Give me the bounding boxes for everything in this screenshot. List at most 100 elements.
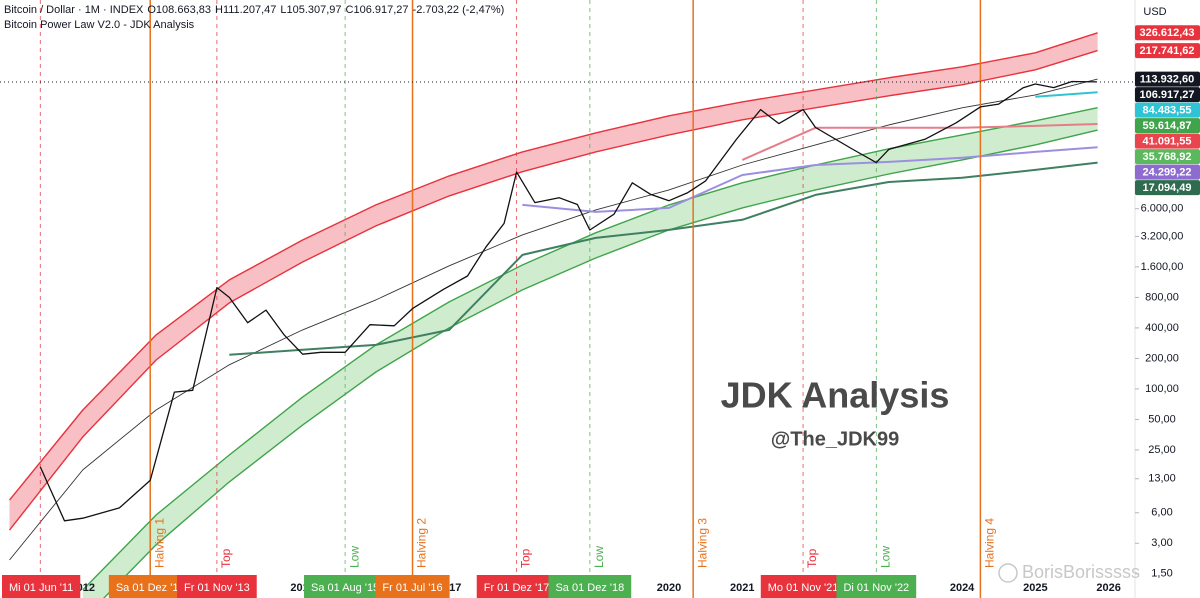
y-tick-label: 1,50 <box>1151 568 1172 580</box>
indicator-line <box>522 146 1098 213</box>
event-date-box <box>836 575 917 598</box>
price-label-box <box>1135 87 1200 103</box>
event-label: Halving 1 <box>152 518 166 568</box>
event-label: Halving 3 <box>695 518 709 568</box>
price-label-box <box>1135 164 1200 180</box>
band-edge <box>8 32 1098 501</box>
event-date-box <box>476 575 557 598</box>
event-date-label: Sa 01 Aug '15 <box>311 582 379 594</box>
plot-area <box>0 0 1135 598</box>
event-date-label: Sa 01 Dez '12 <box>116 582 185 594</box>
y-tick-label: 200,00 <box>1145 352 1179 364</box>
event-date-label: Mi 01 Jun '11 <box>9 582 73 594</box>
annotation-title: JDK Analysis <box>721 375 950 416</box>
price-label-box <box>1135 180 1200 196</box>
y-unit: USD <box>1143 6 1166 18</box>
event-date-tag: Fr 01 Jul '16 <box>375 575 450 598</box>
header-value: C106.917,27 <box>345 4 409 16</box>
event-date-tag: Di 01 Nov '22 <box>836 575 917 598</box>
y-tick-label: 800,00 <box>1145 291 1179 303</box>
y-tick-label: 50,00 <box>1148 413 1176 425</box>
y-tick-label: 100,00 <box>1145 383 1179 395</box>
indicator-title: Bitcoin Power Law V2.0 - JDK Analysis <box>4 19 195 31</box>
price-label-box <box>1135 133 1200 149</box>
event-label: Top <box>219 548 233 568</box>
event-date-label: Mo 01 Nov '21 <box>768 582 839 594</box>
event-date-box <box>760 575 846 598</box>
price-line <box>39 80 1097 522</box>
indicator-line <box>9 78 1098 561</box>
event-date-box <box>548 575 632 598</box>
price-label-box <box>1135 149 1200 165</box>
indicator-line <box>741 123 1098 161</box>
indicator-line <box>1035 91 1098 98</box>
price-label-box <box>1135 118 1200 134</box>
price-label-box <box>1135 25 1200 41</box>
event-label: Top <box>519 548 533 568</box>
band-edge <box>8 49 1098 531</box>
y-tick-label: 13,00 <box>1148 473 1176 485</box>
event-label: Low <box>347 546 361 568</box>
event-label: Low <box>879 546 893 568</box>
y-tick-label: 400,00 <box>1145 322 1179 334</box>
y-tick-label: 1.600,00 <box>1141 261 1184 273</box>
event-label: Top <box>805 548 819 568</box>
price-label: 41.091,55 <box>1143 136 1192 148</box>
event-date-label: Di 01 Nov '22 <box>843 582 909 594</box>
y-tick-label: 3.200,00 <box>1141 230 1184 242</box>
price-label-box <box>1135 43 1200 59</box>
price-label: 84.483,55 <box>1143 105 1192 117</box>
event-date-tag: Fr 01 Nov '13 <box>177 575 257 598</box>
annotation-handle: @The_JDK99 <box>771 428 899 450</box>
event-date-tag: Sa 01 Aug '15 <box>304 575 387 598</box>
event-date-label: Fr 01 Dez '17 <box>484 582 550 594</box>
header-value: O108.663,83 <box>147 4 211 16</box>
price-label: 113.932,60 <box>1140 74 1194 86</box>
band-edge <box>82 107 1098 591</box>
x-tick-label: 2025 <box>1023 582 1047 594</box>
y-tick-label: 6,00 <box>1151 507 1172 519</box>
header-value: H111.207,47 <box>215 4 277 16</box>
band-area <box>9 32 1098 531</box>
event-date-tag: Sa 01 Dez '12 <box>108 575 192 598</box>
event-date-tag: Sa 01 Dez '18 <box>548 575 632 598</box>
price-label: 17.094,49 <box>1143 182 1192 194</box>
event-label: Low <box>592 546 606 568</box>
price-label: 59.614,87 <box>1143 120 1192 132</box>
event-date-label: Fr 01 Jul '16 <box>382 582 442 594</box>
watermark: BorisBorisssss <box>1022 562 1140 582</box>
price-label: 106.917,27 <box>1139 89 1194 101</box>
event-label: Halving 4 <box>983 518 997 568</box>
symbol-title: Bitcoin / Dollar · 1M · INDEX <box>4 4 144 16</box>
watermark-icon <box>998 563 1018 583</box>
price-label-box <box>1135 71 1200 87</box>
price-label: 24.299,22 <box>1143 167 1192 179</box>
x-tick-label: 2026 <box>1096 582 1120 594</box>
x-tick-label: 2021 <box>730 582 754 594</box>
price-label: 326.612,43 <box>1139 27 1194 39</box>
price-label: 217.741,62 <box>1139 45 1194 57</box>
y-tick-label: 25,00 <box>1148 444 1176 456</box>
price-label: 35.768,92 <box>1143 151 1192 163</box>
y-tick-label: 3,00 <box>1151 537 1172 549</box>
x-tick-label: 2024 <box>950 582 975 594</box>
header-value: L105.307,97 <box>280 4 342 16</box>
event-date-box <box>304 575 387 598</box>
event-date-tag: Fr 01 Dez '17 <box>476 575 557 598</box>
legend-header: Bitcoin / Dollar · 1M · INDEX O108.663,83… <box>4 3 512 33</box>
y-tick-label: 6.000,00 <box>1141 203 1184 215</box>
indicator-line <box>229 161 1098 356</box>
x-tick-label: 2020 <box>657 582 681 594</box>
overlay: JDK Analysis @The_JDK99 Halving 1 Top Low Hal… <box>2 6 1200 598</box>
event-label: Halving 2 <box>415 518 429 568</box>
band-edge <box>102 129 1098 598</box>
event-date-label: Fr 01 Nov '13 <box>184 582 250 594</box>
event-date-box <box>177 575 257 598</box>
event-date-label: Sa 01 Dez '18 <box>555 582 624 594</box>
event-date-box <box>375 575 450 598</box>
event-date-tag: Mo 01 Nov '21 <box>760 575 846 598</box>
event-date-box <box>2 575 81 598</box>
price-label-box <box>1135 102 1200 118</box>
